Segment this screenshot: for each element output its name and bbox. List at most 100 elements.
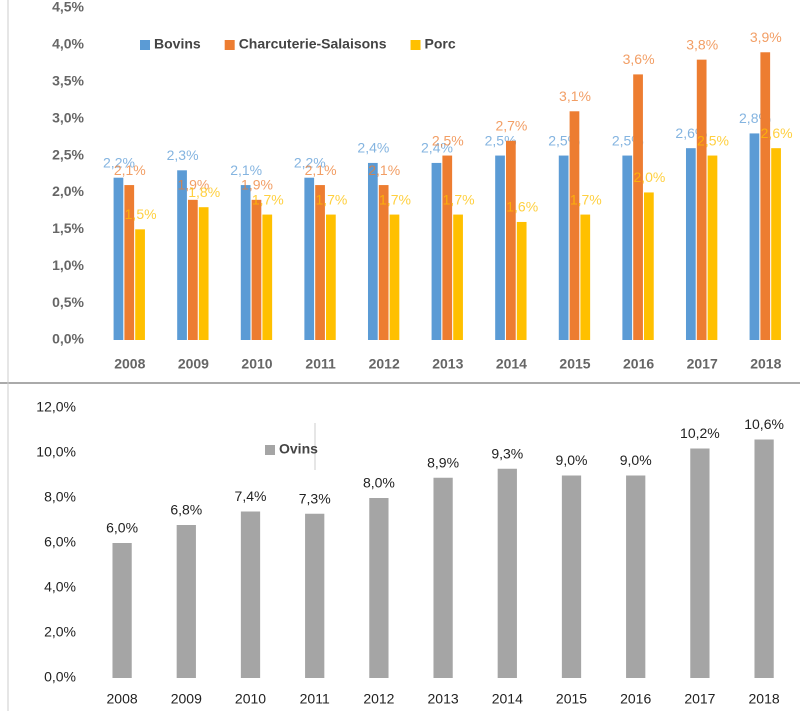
y-tick-label: 12,0%: [36, 399, 76, 415]
value-label: 10,6%: [744, 416, 784, 432]
y-tick-label: 2,0%: [44, 624, 76, 640]
bar: [569, 111, 580, 341]
x-tick-label: 2018: [749, 691, 780, 707]
y-tick-label: 0,0%: [52, 331, 84, 347]
legend-swatch: [265, 445, 275, 455]
bar: [754, 439, 774, 678]
y-tick-label: 3,5%: [52, 72, 84, 88]
value-label: 2,6%: [761, 125, 793, 141]
value-label: 7,3%: [299, 490, 331, 506]
y-tick-label: 1,0%: [52, 257, 84, 273]
bar: [326, 214, 336, 340]
bar: [112, 543, 132, 678]
value-label: 2,0%: [633, 169, 665, 185]
value-label: 2,2%: [294, 154, 326, 170]
bar: [696, 59, 707, 341]
bar: [644, 192, 654, 340]
value-label: 6,8%: [170, 502, 202, 518]
value-label: 1,7%: [315, 191, 347, 207]
bar: [251, 199, 262, 340]
y-tick-label: 2,5%: [52, 146, 84, 162]
y-tick-label: 8,0%: [44, 489, 76, 505]
value-label: 2,2%: [103, 154, 135, 170]
bar: [516, 221, 527, 340]
y-tick-label: 10,0%: [36, 444, 76, 460]
bar: [176, 525, 196, 678]
value-label: 1,6%: [506, 199, 538, 215]
value-label: 2,1%: [368, 162, 400, 178]
bar: [685, 148, 696, 340]
legend-swatch: [140, 40, 150, 50]
legend-swatch: [224, 40, 235, 50]
value-label: 10,2%: [680, 425, 720, 441]
bar: [240, 511, 261, 678]
bar: [315, 185, 325, 340]
legend-label: Charcuterie-Salaisons: [239, 36, 387, 52]
value-label: 1,7%: [570, 191, 602, 207]
x-tick-label: 2010: [241, 356, 272, 372]
bar: [749, 133, 760, 340]
x-tick-label: 2014: [496, 356, 527, 372]
legend-label: Porc: [425, 36, 456, 52]
legend-swatch: [410, 40, 421, 50]
x-tick-label: 2011: [305, 356, 336, 372]
bar: [124, 185, 135, 340]
value-label: 2,7%: [495, 118, 527, 134]
bar: [304, 177, 315, 340]
value-label: 1,5%: [125, 206, 157, 222]
bar: [707, 155, 718, 340]
x-tick-label: 2017: [684, 691, 715, 707]
value-label: 2,5%: [697, 132, 729, 148]
y-tick-label: 0,5%: [52, 294, 84, 310]
bar: [771, 148, 781, 340]
bar: [495, 155, 505, 340]
value-label: 2,5%: [432, 132, 464, 148]
value-label: 2,1%: [230, 162, 262, 178]
bar: [690, 448, 710, 678]
value-label: 8,9%: [427, 454, 459, 470]
y-tick-label: 1,5%: [52, 220, 84, 236]
bar: [177, 170, 187, 340]
value-label: 9,3%: [491, 445, 523, 461]
bar: [760, 52, 771, 341]
value-label: 9,0%: [556, 452, 588, 468]
x-tick-label: 2015: [556, 691, 587, 707]
y-tick-label: 3,0%: [52, 109, 84, 125]
value-label: 9,0%: [620, 452, 652, 468]
bar: [389, 214, 400, 340]
y-tick-label: 4,0%: [44, 579, 76, 595]
bar: [433, 477, 453, 678]
bar: [240, 185, 251, 340]
value-label: 1,7%: [379, 191, 411, 207]
x-tick-label: 2013: [428, 691, 459, 707]
legend-label: Ovins: [279, 441, 318, 457]
value-label: 3,8%: [686, 36, 718, 52]
value-label: 1,8%: [188, 184, 220, 200]
x-tick-label: 2016: [623, 356, 654, 372]
bar: [369, 498, 389, 678]
bar: [442, 155, 453, 340]
x-tick-label: 2011: [300, 691, 330, 707]
value-label: 2,3%: [167, 147, 199, 163]
value-label: 8,0%: [363, 475, 395, 491]
x-tick-label: 2014: [492, 691, 523, 707]
value-label: 3,1%: [559, 88, 591, 104]
x-tick-label: 2018: [750, 356, 781, 372]
value-label: 1,7%: [443, 191, 475, 207]
value-label: 2,1%: [114, 162, 146, 178]
x-tick-label: 2009: [178, 356, 209, 372]
value-label: 2,4%: [357, 140, 389, 156]
value-label: 2,4%: [421, 140, 453, 156]
value-label: 3,6%: [623, 51, 655, 67]
bar: [187, 199, 198, 340]
value-label: 1,9%: [241, 177, 273, 193]
x-tick-label: 2015: [559, 356, 590, 372]
y-tick-label: 6,0%: [44, 534, 76, 550]
bar: [367, 162, 378, 340]
bar: [135, 229, 145, 340]
x-tick-label: 2009: [171, 691, 202, 707]
bar: [633, 74, 643, 341]
x-tick-label: 2008: [107, 691, 138, 707]
x-tick-label: 2017: [687, 356, 718, 372]
